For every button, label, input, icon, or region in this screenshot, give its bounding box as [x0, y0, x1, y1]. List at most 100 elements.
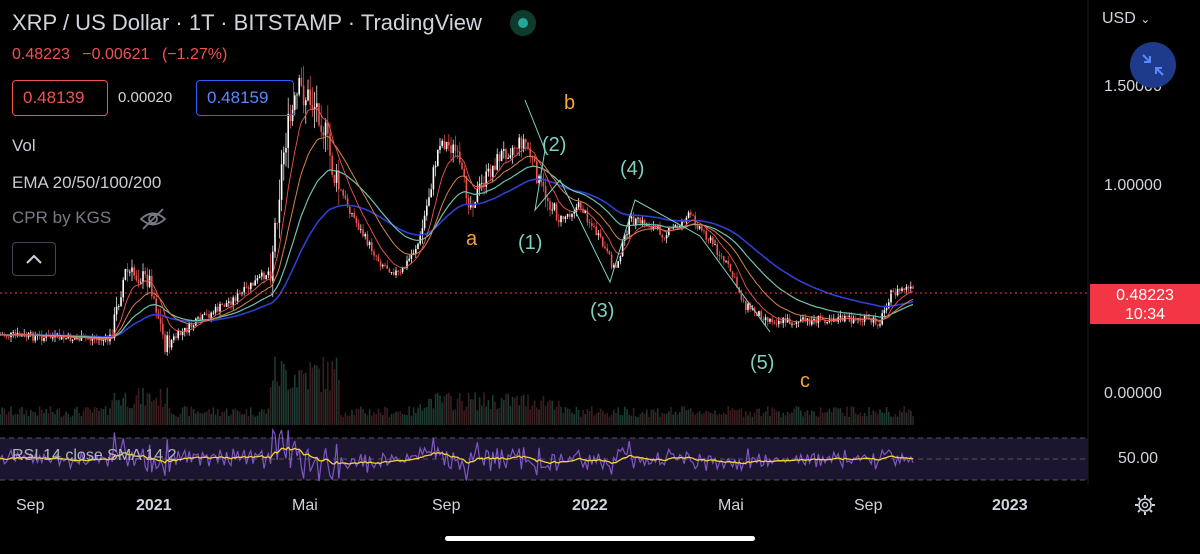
- candle-body: [239, 293, 241, 295]
- candle-body: [734, 276, 736, 278]
- candle-body: [516, 148, 518, 149]
- volume-bar: [56, 409, 58, 425]
- candle-body: [12, 332, 14, 334]
- candle-body: [263, 272, 265, 280]
- candle-body: [470, 204, 472, 208]
- volume-bar: [496, 409, 498, 425]
- indicator-volume[interactable]: Vol: [12, 136, 36, 155]
- collapse-arrows-icon: [1142, 54, 1164, 76]
- candle-body: [793, 323, 795, 325]
- volume-bar: [646, 409, 648, 425]
- time-label-2023: 2023: [992, 497, 1028, 514]
- volume-bar: [540, 400, 542, 425]
- candle-body: [848, 315, 850, 317]
- volume-bar: [344, 412, 347, 425]
- volume-bars: [0, 356, 914, 425]
- candle-body: [87, 338, 89, 340]
- volume-bar: [71, 415, 74, 425]
- candle-body: [707, 239, 710, 241]
- indicator-rsi[interactable]: RSI 14 close SMA 14 2: [12, 447, 177, 464]
- candle-body: [34, 336, 36, 341]
- wave-label: a: [466, 228, 478, 250]
- volume-bar: [377, 408, 380, 425]
- volume-bar: [844, 416, 846, 425]
- volume-bar: [877, 413, 879, 425]
- volume-bar: [362, 408, 364, 425]
- volume-bar: [34, 412, 36, 425]
- candle-body: [503, 149, 505, 151]
- candle-body: [520, 137, 523, 149]
- candle-body: [626, 234, 628, 236]
- candle-body: [230, 301, 232, 305]
- candle-body: [749, 303, 751, 310]
- candle-body: [487, 168, 490, 172]
- volume-bar: [111, 400, 113, 425]
- volume-bar: [263, 409, 265, 425]
- candle-body: [452, 144, 454, 153]
- candle-body: [496, 154, 498, 170]
- candle-body: [265, 275, 267, 280]
- volume-bar: [164, 403, 166, 425]
- volume-bar: [619, 414, 622, 425]
- buy-button[interactable]: 0.48159: [196, 80, 294, 116]
- candle-body: [529, 148, 531, 158]
- candle-body: [302, 85, 305, 106]
- volume-bar: [25, 409, 28, 425]
- volume-bar: [544, 405, 547, 425]
- volume-bar: [883, 413, 886, 425]
- candle-body: [175, 336, 177, 338]
- candle-body: [846, 315, 848, 317]
- candle-body: [822, 318, 824, 320]
- volume-bar: [912, 416, 914, 425]
- volume-bar: [736, 410, 738, 425]
- volume-bar: [280, 361, 283, 425]
- candle-body: [168, 335, 171, 348]
- candle-body: [910, 286, 912, 289]
- indicator-ema[interactable]: EMA 20/50/100/200: [12, 173, 162, 192]
- volume-bar: [426, 407, 428, 425]
- candle-body: [703, 230, 705, 232]
- candle-body: [514, 147, 516, 149]
- volume-bar: [725, 414, 727, 425]
- volume-bar: [527, 394, 529, 425]
- candle-body: [802, 317, 804, 320]
- chart-title[interactable]: XRP / US Dollar · 1T · BITSTAMP · Tradin…: [12, 10, 482, 35]
- volume-bar: [525, 406, 527, 425]
- candle-body: [324, 122, 327, 136]
- volume-bar: [417, 407, 419, 425]
- fullscreen-button[interactable]: [1130, 42, 1176, 88]
- candle-body: [791, 323, 793, 325]
- volume-bar: [300, 369, 303, 425]
- volume-bar: [16, 414, 19, 425]
- volume-bar: [661, 412, 663, 425]
- volume-bar: [146, 393, 149, 425]
- eye-hidden-icon[interactable]: [138, 206, 168, 232]
- volume-bar: [3, 408, 6, 425]
- volume-bar: [835, 407, 837, 425]
- candle-body: [674, 225, 677, 228]
- volume-bar: [668, 411, 670, 425]
- wave-label: (4): [620, 158, 645, 180]
- volume-bar: [404, 414, 406, 425]
- volume-bar: [245, 409, 248, 425]
- candle-body: [912, 286, 914, 289]
- currency-selector[interactable]: USD ⌄: [1102, 10, 1150, 28]
- candle-body: [905, 286, 908, 290]
- volume-bar: [430, 398, 432, 425]
- indicator-cpr[interactable]: CPR by KGS: [12, 208, 112, 227]
- sell-button[interactable]: 0.48139: [12, 80, 108, 116]
- candle-body: [483, 182, 485, 187]
- candle-body: [690, 212, 692, 215]
- home-indicator[interactable]: [445, 536, 755, 541]
- gear-icon[interactable]: [1134, 494, 1156, 516]
- candle-body: [199, 317, 201, 321]
- candle-body: [179, 331, 182, 336]
- collapse-legend-button[interactable]: [12, 242, 56, 276]
- volume-bar: [806, 410, 809, 425]
- volume-bar: [681, 406, 683, 425]
- market-status-icon[interactable]: [510, 10, 536, 36]
- price-label-2: 1.00000: [1104, 177, 1162, 194]
- candle-body: [96, 339, 98, 341]
- candle-body: [430, 189, 432, 198]
